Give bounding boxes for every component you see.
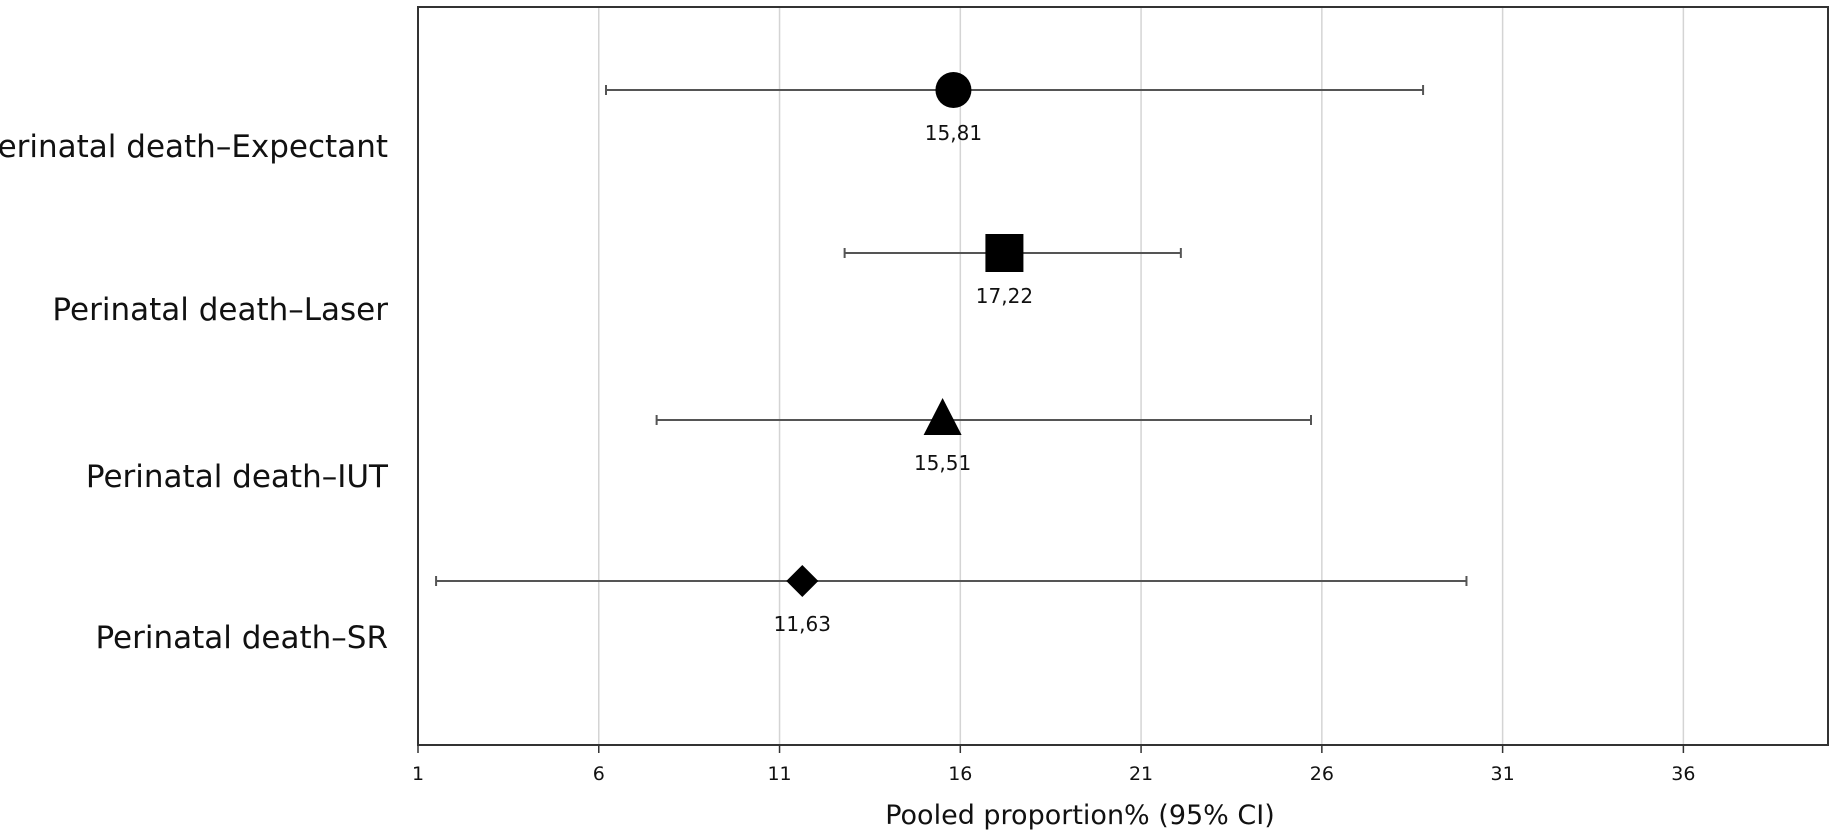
marker-circle — [935, 72, 972, 108]
forest-row: Perinatal death–SR 11,63 — [95, 565, 1468, 656]
plot-frame — [417, 6, 1829, 746]
forest-row: Perinatal death–Expectant 15,81 — [0, 72, 1425, 165]
x-tick-label: 31 — [1491, 763, 1515, 785]
category-label: Perinatal death–Expectant — [0, 129, 388, 165]
category-label: Perinatal death–Laser — [52, 292, 388, 328]
x-tick-label: 21 — [1129, 763, 1153, 785]
category-label: Perinatal death–IUT — [86, 459, 389, 495]
value-label: 11,63 — [774, 612, 831, 636]
x-tick-label: 1 — [412, 763, 424, 785]
x-axis-title: Pooled proportion% (95% CI) — [885, 800, 1275, 831]
x-tick-label: 6 — [593, 763, 605, 785]
grid-layer — [598, 7, 1685, 745]
marker-diamond — [786, 565, 819, 597]
x-tick-label: 36 — [1671, 763, 1695, 785]
x-tick-label: 26 — [1310, 763, 1334, 785]
marker-square — [985, 234, 1024, 272]
marker-triangle — [923, 398, 962, 435]
x-tick-label: 11 — [767, 763, 791, 785]
value-label: 15,81 — [925, 121, 982, 145]
forest-row: Perinatal death–Laser 17,22 — [52, 234, 1182, 328]
value-label: 17,22 — [976, 284, 1033, 308]
x-tick-label: 16 — [948, 763, 972, 785]
rows-layer: Perinatal death–Expectant 15,81Perinatal … — [0, 72, 1468, 656]
forest-row: Perinatal death–IUT 15,51 — [86, 398, 1312, 495]
category-label: Perinatal death–SR — [95, 620, 388, 656]
value-label: 15,51 — [914, 451, 971, 475]
x-axis: 1 6 11 16 21 26 31 36 — [412, 745, 1695, 785]
